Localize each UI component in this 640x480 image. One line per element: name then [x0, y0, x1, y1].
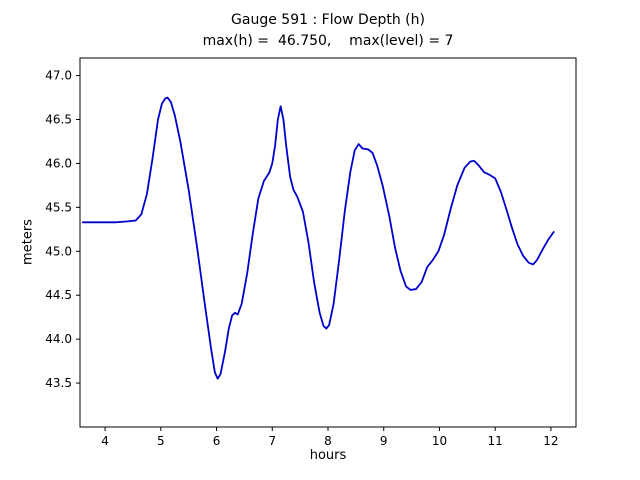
- x-tick-label: 9: [380, 434, 388, 448]
- y-tick-label: 45.5: [45, 200, 72, 214]
- x-tick-label: 7: [268, 434, 276, 448]
- x-tick-label: 8: [324, 434, 332, 448]
- x-tick-label: 11: [488, 434, 503, 448]
- y-tick-label: 46.5: [45, 113, 72, 127]
- y-tick-label: 44.5: [45, 288, 72, 302]
- flow-depth-line: [81, 96, 555, 380]
- axes-frame: [79, 57, 577, 428]
- chart-subtitle: max(h) = 46.750, max(level) = 7: [202, 33, 454, 49]
- y-tick-label: 44.0: [45, 332, 72, 346]
- y-tick-label: 46.0: [45, 156, 72, 170]
- x-tick-label: 6: [213, 434, 221, 448]
- y-tick-label: 43.5: [45, 376, 72, 390]
- x-tick-label: 5: [157, 434, 165, 448]
- chart-title: Gauge 591 : Flow Depth (h): [231, 12, 425, 28]
- y-axis-label: meters: [20, 219, 36, 265]
- y-tick-label: 47.0: [45, 69, 72, 83]
- x-axis-label: hours: [309, 448, 347, 463]
- x-tick-label: 4: [101, 434, 109, 448]
- x-tick-label: 12: [543, 434, 558, 448]
- x-tick-label: 10: [432, 434, 447, 448]
- y-tick-label: 45.0: [45, 244, 72, 258]
